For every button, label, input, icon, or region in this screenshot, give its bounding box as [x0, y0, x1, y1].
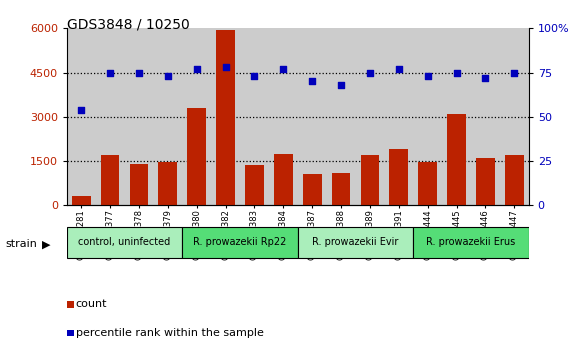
- Point: [423, 73, 432, 79]
- Bar: [72, 196, 91, 205]
- Bar: [101, 155, 120, 205]
- Bar: [442, 28, 471, 205]
- Point: [77, 107, 86, 113]
- Bar: [269, 28, 298, 205]
- Bar: [297, 227, 413, 258]
- Point: [279, 66, 288, 72]
- Bar: [327, 28, 356, 205]
- Bar: [216, 30, 235, 205]
- Bar: [385, 28, 413, 205]
- Point: [480, 75, 490, 81]
- Text: R. prowazekii Erus: R. prowazekii Erus: [426, 238, 515, 247]
- Bar: [447, 114, 466, 205]
- Bar: [297, 28, 327, 205]
- Bar: [413, 227, 529, 258]
- Bar: [418, 162, 437, 205]
- Bar: [471, 28, 500, 205]
- Point: [394, 66, 403, 72]
- Bar: [159, 162, 177, 205]
- Point: [221, 64, 230, 70]
- Bar: [67, 227, 182, 258]
- Point: [510, 70, 519, 75]
- Bar: [500, 28, 529, 205]
- Point: [163, 73, 173, 79]
- Point: [365, 70, 375, 75]
- Text: strain: strain: [6, 239, 38, 249]
- Point: [307, 79, 317, 84]
- Bar: [67, 28, 96, 205]
- Text: R. prowazekii Rp22: R. prowazekii Rp22: [193, 238, 286, 247]
- Text: control, uninfected: control, uninfected: [78, 238, 171, 247]
- Point: [134, 70, 144, 75]
- Bar: [153, 28, 182, 205]
- Bar: [505, 155, 523, 205]
- Bar: [182, 227, 297, 258]
- Bar: [413, 28, 442, 205]
- Bar: [361, 155, 379, 205]
- Bar: [356, 28, 385, 205]
- Point: [452, 70, 461, 75]
- Point: [106, 70, 115, 75]
- Bar: [240, 28, 269, 205]
- Bar: [182, 28, 211, 205]
- Text: ▶: ▶: [42, 239, 51, 249]
- Bar: [389, 149, 408, 205]
- Text: percentile rank within the sample: percentile rank within the sample: [76, 328, 264, 338]
- Point: [192, 66, 202, 72]
- Bar: [245, 165, 264, 205]
- Bar: [130, 164, 148, 205]
- Bar: [96, 28, 124, 205]
- Bar: [274, 154, 293, 205]
- Bar: [332, 173, 350, 205]
- Bar: [124, 28, 153, 205]
- Bar: [187, 108, 206, 205]
- Bar: [303, 175, 321, 205]
- Bar: [476, 158, 495, 205]
- Text: count: count: [76, 299, 107, 309]
- Text: R. prowazekii Evir: R. prowazekii Evir: [313, 238, 399, 247]
- Text: GDS3848 / 10250: GDS3848 / 10250: [67, 18, 189, 32]
- Point: [336, 82, 346, 88]
- Point: [250, 73, 259, 79]
- Bar: [211, 28, 240, 205]
